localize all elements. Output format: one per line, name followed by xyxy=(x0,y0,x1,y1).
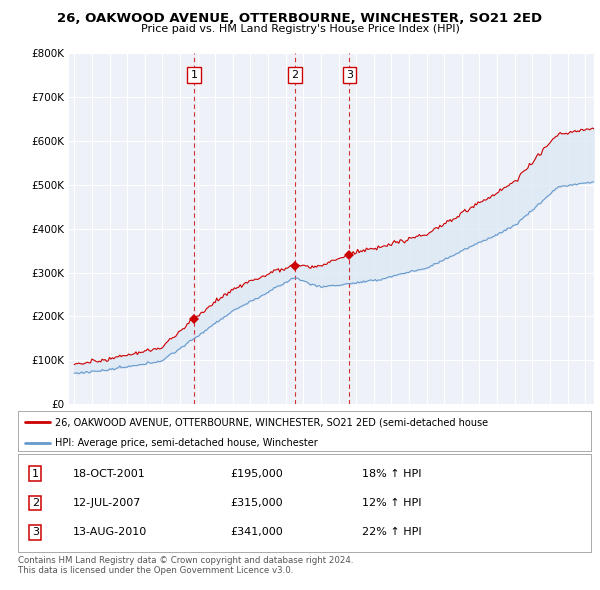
Text: £341,000: £341,000 xyxy=(230,527,283,537)
Text: 1: 1 xyxy=(32,469,38,478)
Text: £195,000: £195,000 xyxy=(230,469,283,478)
Text: 26, OAKWOOD AVENUE, OTTERBOURNE, WINCHESTER, SO21 2ED (semi-detached house: 26, OAKWOOD AVENUE, OTTERBOURNE, WINCHES… xyxy=(55,418,488,428)
Text: 18% ↑ HPI: 18% ↑ HPI xyxy=(362,469,421,478)
Text: 3: 3 xyxy=(32,527,38,537)
Text: 1: 1 xyxy=(191,70,197,80)
Text: Contains HM Land Registry data © Crown copyright and database right 2024.: Contains HM Land Registry data © Crown c… xyxy=(18,556,353,565)
Text: 13-AUG-2010: 13-AUG-2010 xyxy=(73,527,146,537)
Text: 12% ↑ HPI: 12% ↑ HPI xyxy=(362,498,421,508)
Text: 3: 3 xyxy=(346,70,353,80)
Text: 22% ↑ HPI: 22% ↑ HPI xyxy=(362,527,421,537)
Text: HPI: Average price, semi-detached house, Winchester: HPI: Average price, semi-detached house,… xyxy=(55,438,318,448)
Text: 2: 2 xyxy=(32,498,39,508)
Text: Price paid vs. HM Land Registry's House Price Index (HPI): Price paid vs. HM Land Registry's House … xyxy=(140,24,460,34)
Text: This data is licensed under the Open Government Licence v3.0.: This data is licensed under the Open Gov… xyxy=(18,566,293,575)
Text: 26, OAKWOOD AVENUE, OTTERBOURNE, WINCHESTER, SO21 2ED: 26, OAKWOOD AVENUE, OTTERBOURNE, WINCHES… xyxy=(58,12,542,25)
Text: 18-OCT-2001: 18-OCT-2001 xyxy=(73,469,145,478)
Text: 2: 2 xyxy=(292,70,299,80)
Text: £315,000: £315,000 xyxy=(230,498,283,508)
Text: 12-JUL-2007: 12-JUL-2007 xyxy=(73,498,141,508)
